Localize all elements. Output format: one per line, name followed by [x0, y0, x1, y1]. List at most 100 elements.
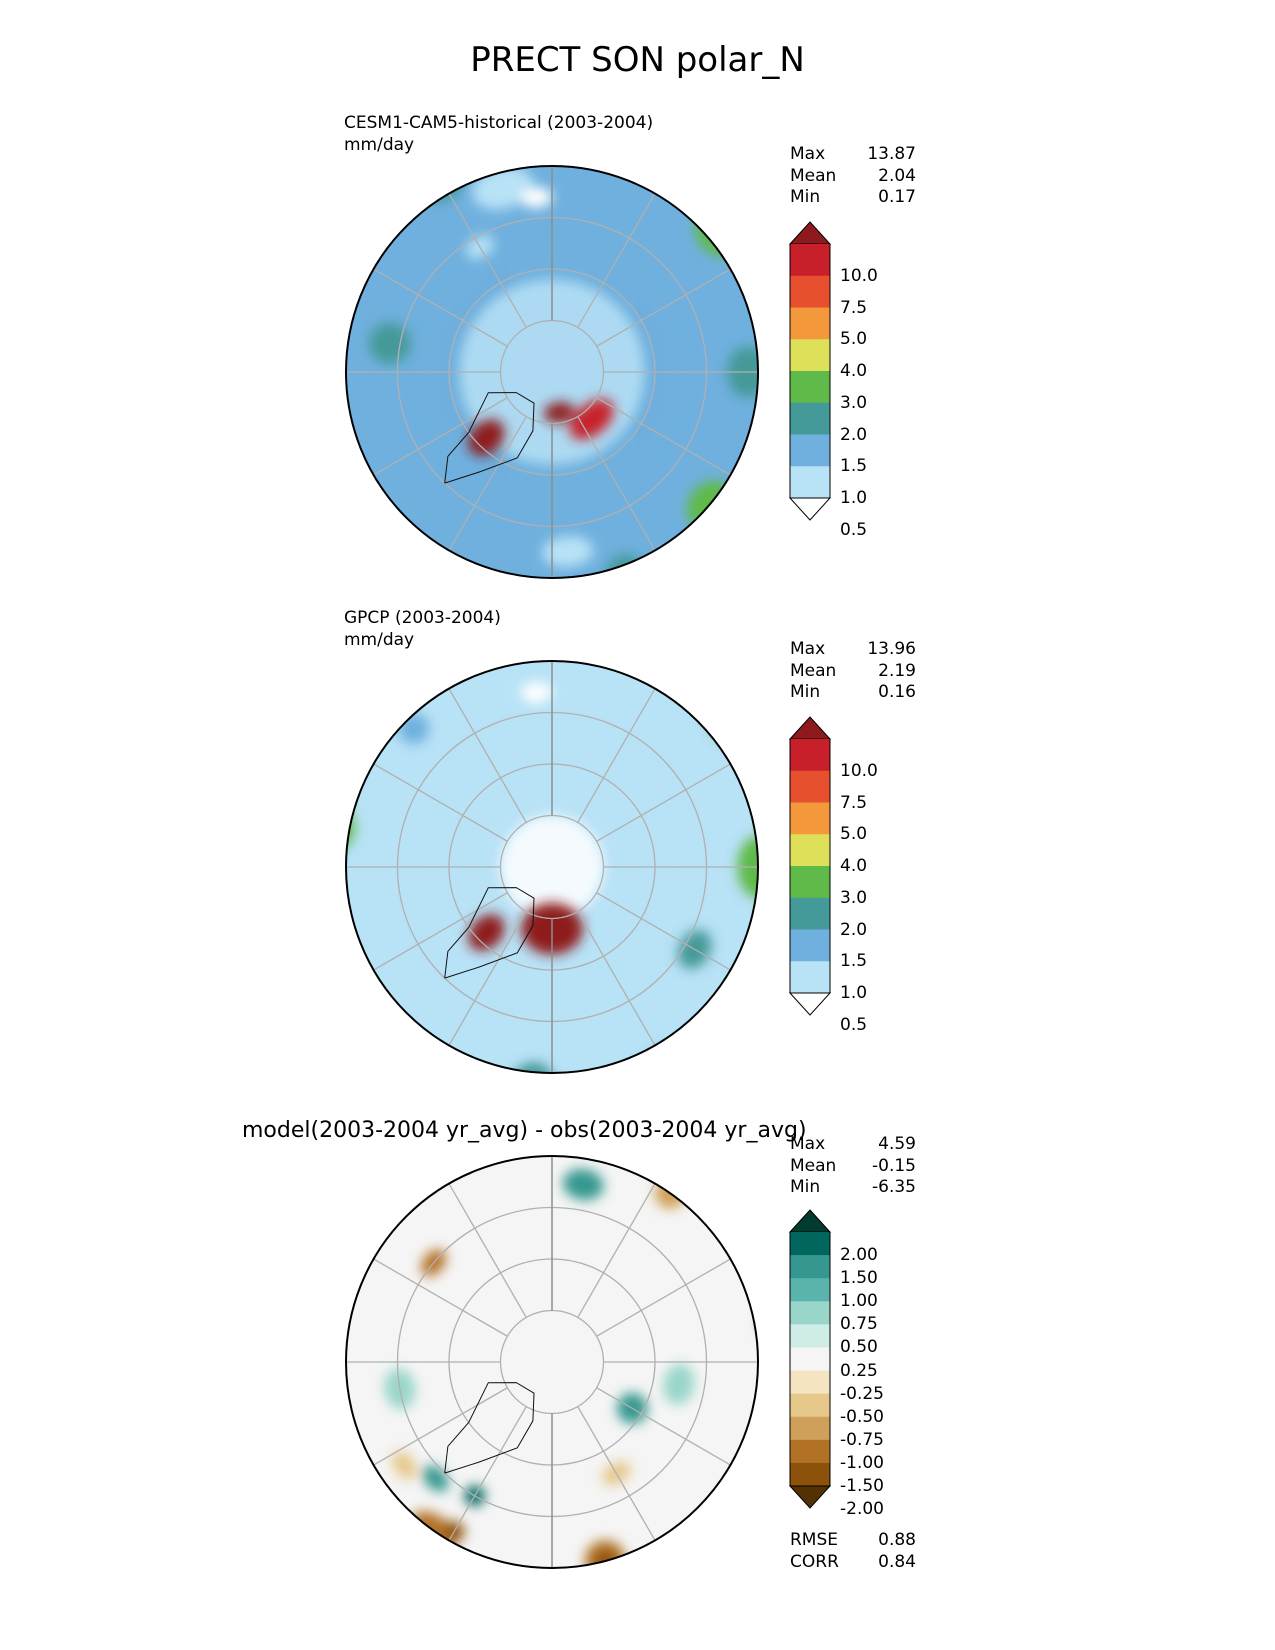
- meridian-line: [577, 1406, 661, 1550]
- stat-value: 0.17: [878, 187, 916, 207]
- metric-label: CORR: [790, 1551, 839, 1572]
- stat-label: Mean: [790, 1155, 837, 1176]
- meridian-line: [364, 758, 508, 842]
- field-region: [346, 1230, 367, 1262]
- colorbar-tick-label: 0.5: [840, 519, 868, 540]
- colorbar-extend-min: [788, 992, 832, 1016]
- metric-rmse: RMSE 0.88: [790, 1530, 916, 1552]
- meridian-line: [443, 911, 527, 1055]
- meridian-line: [443, 416, 527, 560]
- latitude-band: [500, 815, 604, 919]
- colorbar-tick-label: 0.25: [840, 1360, 878, 1381]
- colorbar-segment: [790, 371, 830, 404]
- colorbar-segment: [790, 1439, 830, 1464]
- colorbar-segment: [790, 1324, 830, 1348]
- colorbar-tick-label: 1.5: [840, 456, 868, 477]
- colorbar-tick-label: 7.5: [840, 297, 868, 318]
- colorbar-tick-label: 5.0: [840, 824, 868, 845]
- stat-label: Min: [790, 1177, 821, 1197]
- graticule: [346, 1156, 758, 1568]
- field-region: [663, 1363, 695, 1405]
- colorbar-segment: [790, 339, 830, 372]
- metric-value: 0.88: [878, 1530, 916, 1550]
- stat-mean: Mean -0.15: [790, 1156, 916, 1178]
- meridian-line: [443, 679, 527, 823]
- colorbar-tick-label: 0.5: [840, 1014, 868, 1035]
- panel-1-units: mm/day: [344, 135, 415, 155]
- stat-mean: Mean 2.19: [790, 661, 916, 683]
- meridian-line: [364, 892, 508, 976]
- colorbar-segment: [790, 1232, 830, 1256]
- panel-2-stats: Max 13.96 Mean 2.19 Min 0.16: [790, 639, 916, 704]
- panel-2-units: mm/day: [344, 630, 415, 650]
- colorbar-tick-label: -0.75: [840, 1429, 884, 1450]
- colorbar-segment: [790, 434, 830, 467]
- field-region: [353, 523, 401, 571]
- stat-value: 0.16: [878, 682, 916, 702]
- stat-value: -6.35: [872, 1177, 916, 1197]
- colorbar-segment: [790, 1370, 830, 1395]
- metric-corr: CORR 0.84: [790, 1552, 916, 1574]
- stat-max: Max 13.96: [790, 639, 916, 661]
- stat-label: Mean: [790, 165, 837, 186]
- field-region: [762, 1404, 790, 1439]
- colorbar-tick-label: 2.0: [840, 919, 868, 940]
- map-boundary: [345, 165, 759, 579]
- meridian-line: [596, 263, 740, 347]
- colorbar-segment: [790, 739, 830, 772]
- stat-value: 2.04: [878, 165, 916, 186]
- meridian-line: [577, 184, 661, 328]
- field-region: [505, 1034, 537, 1056]
- colorbar-tick-label: 10.0: [840, 760, 878, 781]
- colorbar-segment: [790, 1301, 830, 1325]
- colorbar-extend-min: [788, 497, 832, 521]
- meridian-line: [596, 1387, 740, 1471]
- stat-max: Max 4.59: [790, 1134, 916, 1156]
- field-region: [353, 1018, 401, 1066]
- colorbar-segment: [790, 1255, 830, 1279]
- stat-value: -0.15: [872, 1155, 916, 1176]
- colorbar-tick-label: 2.0: [840, 424, 868, 445]
- field-region: [283, 323, 329, 378]
- field-region: [283, 1405, 324, 1453]
- field-region: [562, 1168, 604, 1201]
- stat-label: Mean: [790, 660, 837, 681]
- field-region: [468, 914, 505, 951]
- meridian-line: [596, 892, 740, 976]
- panel-3-stats: Max 4.59 Mean -0.15 Min -6.35: [790, 1134, 916, 1199]
- colorbar-tick-label: 4.0: [840, 856, 868, 876]
- panel-1-colorbar: [788, 221, 832, 521]
- colorbar-tick-label: 10.0: [840, 265, 878, 286]
- colorbar-tick-label: -1.00: [840, 1452, 884, 1473]
- colorbar-tick-label: 5.0: [840, 329, 868, 350]
- meridian-line: [443, 1406, 527, 1550]
- meridian-line: [577, 911, 661, 1055]
- panel-3-title: model(2003-2004 yr_avg) - obs(2003-2004 …: [242, 1118, 807, 1143]
- meridian-line: [364, 1387, 508, 1471]
- metric-label: RMSE: [790, 1530, 839, 1550]
- meridian-line: [443, 184, 527, 328]
- colorbar-tick-label: 3.0: [840, 392, 868, 413]
- colorbar-segment: [790, 770, 830, 803]
- field-region: [392, 1451, 417, 1480]
- colorbar-extend-min: [788, 1485, 832, 1509]
- panel-2-colorbar: [788, 716, 832, 1016]
- panel-3-colorbar: [788, 1209, 832, 1509]
- stat-label: Max: [790, 639, 826, 659]
- figure-title: PRECT SON polar_N: [470, 40, 805, 80]
- field-region: [346, 926, 351, 967]
- meridian-line: [577, 679, 661, 823]
- panel-1-stats: Max 13.87 Mean 2.04 Min 0.17: [790, 144, 916, 209]
- colorbar-segment: [790, 961, 830, 994]
- colorbar-segment: [790, 929, 830, 962]
- field-region: [492, 1593, 526, 1619]
- colorbar-tick-label: -0.25: [840, 1383, 884, 1404]
- field-region: [763, 1289, 788, 1314]
- colorbar-tick-label: 1.00: [840, 1291, 878, 1312]
- stat-min: Min 0.17: [790, 187, 916, 209]
- meridian-line: [443, 1174, 527, 1318]
- coastline-greenland: [444, 1382, 535, 1474]
- meridian-line: [364, 1253, 508, 1337]
- colorbar-segment: [790, 307, 830, 340]
- panel-1-polar-map: [345, 165, 759, 579]
